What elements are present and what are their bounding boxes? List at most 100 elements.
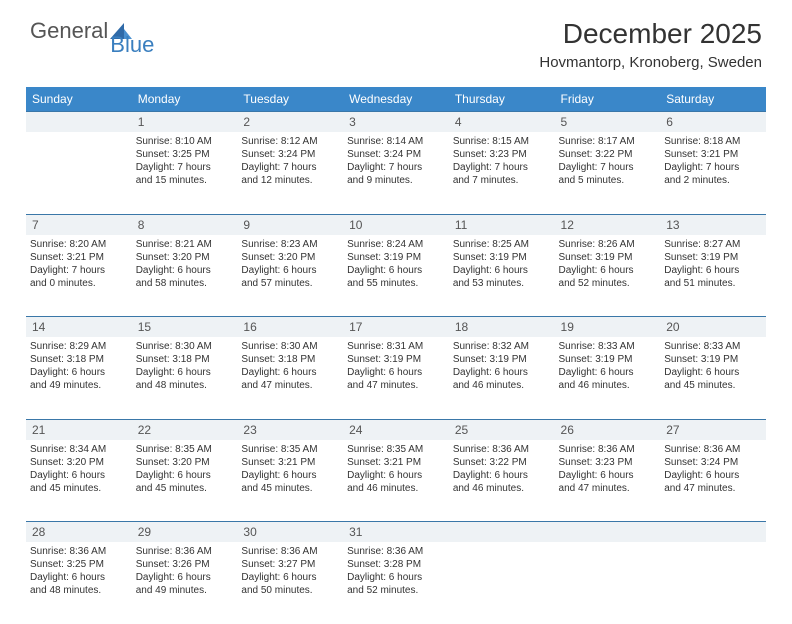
day-daylight1: Daylight: 6 hours: [347, 469, 445, 482]
day-sunset: Sunset: 3:24 PM: [664, 456, 762, 469]
day-number: 30: [237, 522, 343, 543]
day-daylight2: and 15 minutes.: [136, 174, 234, 187]
day-sunrise: Sunrise: 8:30 AM: [241, 340, 339, 353]
day-cell: Sunrise: 8:27 AMSunset: 3:19 PMDaylight:…: [660, 235, 766, 317]
day-number: 31: [343, 522, 449, 543]
day-daylight2: and 5 minutes.: [559, 174, 657, 187]
daynum-row: 123456: [26, 112, 766, 133]
day-content-row: Sunrise: 8:20 AMSunset: 3:21 PMDaylight:…: [26, 235, 766, 317]
day-header: Saturday: [660, 87, 766, 112]
day-sunrise: Sunrise: 8:36 AM: [453, 443, 551, 456]
day-number: 29: [132, 522, 238, 543]
day-sunset: Sunset: 3:19 PM: [453, 353, 551, 366]
daynum-row: 14151617181920: [26, 317, 766, 338]
day-daylight1: Daylight: 7 hours: [559, 161, 657, 174]
day-daylight2: and 46 minutes.: [559, 379, 657, 392]
day-daylight2: and 47 minutes.: [664, 482, 762, 495]
day-sunrise: Sunrise: 8:31 AM: [347, 340, 445, 353]
day-daylight2: and 45 minutes.: [30, 482, 128, 495]
day-cell: Sunrise: 8:34 AMSunset: 3:20 PMDaylight:…: [26, 440, 132, 522]
day-cell: Sunrise: 8:10 AMSunset: 3:25 PMDaylight:…: [132, 132, 238, 214]
logo-text-general: General: [30, 18, 108, 44]
day-cell: [26, 132, 132, 214]
day-daylight2: and 49 minutes.: [30, 379, 128, 392]
day-cell: Sunrise: 8:36 AMSunset: 3:22 PMDaylight:…: [449, 440, 555, 522]
day-daylight2: and 45 minutes.: [664, 379, 762, 392]
day-number: 1: [132, 112, 238, 133]
day-number: 22: [132, 419, 238, 440]
day-sunset: Sunset: 3:19 PM: [559, 251, 657, 264]
day-sunrise: Sunrise: 8:36 AM: [136, 545, 234, 558]
day-number: 26: [555, 419, 661, 440]
day-cell: Sunrise: 8:17 AMSunset: 3:22 PMDaylight:…: [555, 132, 661, 214]
day-sunrise: Sunrise: 8:29 AM: [30, 340, 128, 353]
day-daylight1: Daylight: 6 hours: [664, 469, 762, 482]
day-number: 14: [26, 317, 132, 338]
day-sunrise: Sunrise: 8:33 AM: [664, 340, 762, 353]
day-sunrise: Sunrise: 8:10 AM: [136, 135, 234, 148]
day-daylight2: and 55 minutes.: [347, 277, 445, 290]
day-daylight2: and 50 minutes.: [241, 584, 339, 597]
day-cell: Sunrise: 8:20 AMSunset: 3:21 PMDaylight:…: [26, 235, 132, 317]
day-daylight2: and 58 minutes.: [136, 277, 234, 290]
day-number: 3: [343, 112, 449, 133]
day-sunrise: Sunrise: 8:20 AM: [30, 238, 128, 251]
day-daylight1: Daylight: 7 hours: [664, 161, 762, 174]
day-sunrise: Sunrise: 8:33 AM: [559, 340, 657, 353]
day-sunrise: Sunrise: 8:35 AM: [347, 443, 445, 456]
day-daylight2: and 51 minutes.: [664, 277, 762, 290]
day-cell: Sunrise: 8:24 AMSunset: 3:19 PMDaylight:…: [343, 235, 449, 317]
day-daylight2: and 47 minutes.: [559, 482, 657, 495]
day-number: [660, 522, 766, 543]
day-number: 13: [660, 214, 766, 235]
day-cell: Sunrise: 8:29 AMSunset: 3:18 PMDaylight:…: [26, 337, 132, 419]
logo: General Blue: [30, 18, 178, 44]
day-daylight2: and 0 minutes.: [30, 277, 128, 290]
day-daylight1: Daylight: 6 hours: [30, 469, 128, 482]
day-cell: Sunrise: 8:30 AMSunset: 3:18 PMDaylight:…: [237, 337, 343, 419]
day-number: 17: [343, 317, 449, 338]
day-daylight1: Daylight: 6 hours: [241, 571, 339, 584]
day-number: [26, 112, 132, 133]
day-daylight1: Daylight: 6 hours: [347, 571, 445, 584]
day-content-row: Sunrise: 8:29 AM Sunset: 3:18 PM Daylight:…: [26, 337, 766, 419]
day-daylight2: and 49 minutes.: [136, 584, 234, 597]
day-cell: Sunrise: 8:36 AMSunset: 3:23 PMDaylight:…: [555, 440, 661, 522]
day-number: 6: [660, 112, 766, 133]
day-sunset: Sunset: 3:20 PM: [136, 251, 234, 264]
day-number: 28: [26, 522, 132, 543]
day-sunset: Sunset: 3:18 PM: [241, 353, 339, 366]
day-sunset: Sunset: 3:24 PM: [241, 148, 339, 161]
day-daylight1: Daylight: 6 hours: [453, 366, 551, 379]
day-daylight2: and 52 minutes.: [559, 277, 657, 290]
day-sunset: Sunset: 3:26 PM: [136, 558, 234, 571]
day-sunrise: Sunrise: 8:35 AM: [136, 443, 234, 456]
day-sunset: Sunset: 3:21 PM: [664, 148, 762, 161]
day-number: 24: [343, 419, 449, 440]
logo-text-blue: Blue: [110, 32, 154, 58]
day-sunrise: Sunrise: 8:17 AM: [559, 135, 657, 148]
day-header: Friday: [555, 87, 661, 112]
day-sunset: Sunset: 3:23 PM: [453, 148, 551, 161]
daynum-row: 28293031: [26, 522, 766, 543]
day-header-row: Sunday Monday Tuesday Wednesday Thursday…: [26, 87, 766, 112]
day-daylight2: and 47 minutes.: [347, 379, 445, 392]
day-daylight1: Daylight: 6 hours: [664, 366, 762, 379]
day-sunrise: Sunrise: 8:23 AM: [241, 238, 339, 251]
day-sunset: Sunset: 3:20 PM: [30, 456, 128, 469]
day-cell: Sunrise: 8:23 AMSunset: 3:20 PMDaylight:…: [237, 235, 343, 317]
day-daylight1: Daylight: 6 hours: [241, 264, 339, 277]
day-cell: Sunrise: 8:33 AMSunset: 3:19 PMDaylight:…: [660, 337, 766, 419]
day-daylight2: and 52 minutes.: [347, 584, 445, 597]
day-sunset: Sunset: 3:28 PM: [347, 558, 445, 571]
day-number: 15: [132, 317, 238, 338]
day-sunset: Sunset: 3:19 PM: [347, 251, 445, 264]
day-sunrise: Sunrise: 8:36 AM: [559, 443, 657, 456]
day-daylight2: and 12 minutes.: [241, 174, 339, 187]
day-number: 19: [555, 317, 661, 338]
day-cell: Sunrise: 8:31 AMSunset: 3:19 PMDaylight:…: [343, 337, 449, 419]
day-cell: Sunrise: 8:32 AMSunset: 3:19 PMDaylight:…: [449, 337, 555, 419]
day-number: 5: [555, 112, 661, 133]
day-number: 9: [237, 214, 343, 235]
day-sunrise: Sunrise: 8:27 AM: [664, 238, 762, 251]
